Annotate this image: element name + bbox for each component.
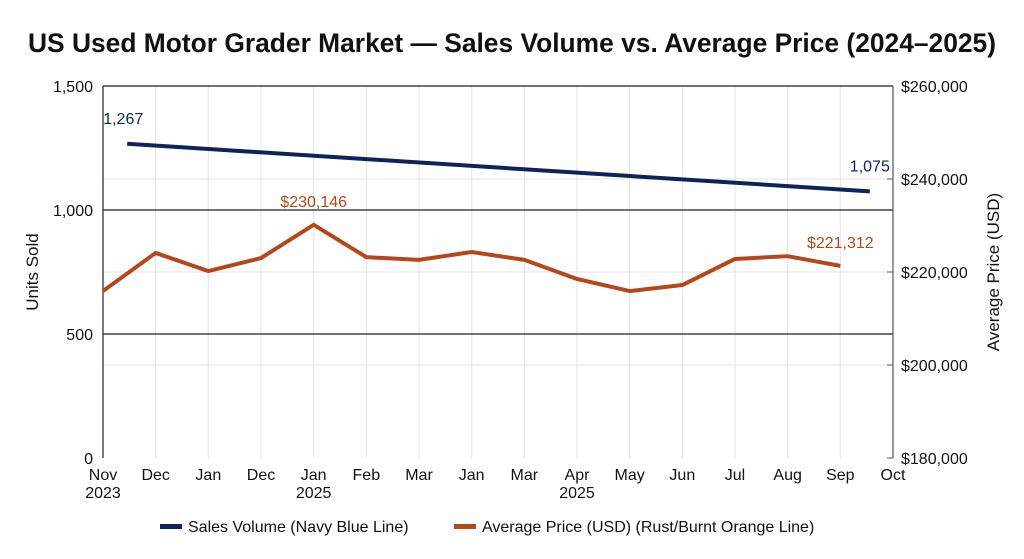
grid xyxy=(103,86,893,458)
y-tick-label-left: 1,500 xyxy=(53,79,93,96)
data-label: $230,146 xyxy=(280,194,347,211)
x-tick-label: Sep xyxy=(826,467,855,484)
y-tick-label-left: 0 xyxy=(84,451,93,468)
x-tick-month: Jun xyxy=(669,467,695,484)
x-tick-month: Jan xyxy=(459,467,485,484)
x-tick-label: May xyxy=(615,467,645,484)
y-axis-left-label: Units Sold xyxy=(23,233,42,310)
x-tick-label: Oct xyxy=(881,467,906,484)
y-tick-label-right: $200,000 xyxy=(901,358,968,375)
legend-swatch-sales xyxy=(160,524,182,529)
x-tick-month: Dec xyxy=(247,467,275,484)
x-tick-month: May xyxy=(615,467,645,484)
x-tick-year: 2025 xyxy=(559,485,595,502)
x-tick-year: 2023 xyxy=(85,485,121,502)
y-tick-label-right: $220,000 xyxy=(901,265,968,282)
x-tick-label: Dec xyxy=(141,467,169,484)
x-tick-label: Mar xyxy=(405,467,433,484)
y-tick-label-right: $240,000 xyxy=(901,172,968,189)
y-tick-label-left: 500 xyxy=(66,327,93,344)
legend-label-price: Average Price (USD) (Rust/Burnt Orange L… xyxy=(482,519,814,536)
legend-swatch-price xyxy=(454,524,476,529)
x-tick-month: Sep xyxy=(826,467,855,484)
x-tick-month: Nov xyxy=(89,467,117,484)
series-layer: 1,267 1,075 $230,146 $221,312 xyxy=(101,111,890,294)
y-axis-right-label: Average Price (USD) xyxy=(984,193,1003,351)
x-tick-label: Mar xyxy=(511,467,539,484)
x-tick-month: Aug xyxy=(773,467,801,484)
y-tick-label-left: 1,000 xyxy=(53,203,93,220)
x-tick-label: Jan xyxy=(195,467,221,484)
x-tick-label: Feb xyxy=(353,467,381,484)
x-tick-month: Mar xyxy=(511,467,539,484)
chart-title: US Used Motor Grader Market — Sales Volu… xyxy=(28,28,996,58)
y-tick-label-right: $180,000 xyxy=(901,451,968,468)
y-tick-label-right: $260,000 xyxy=(901,79,968,96)
x-tick-year: 2025 xyxy=(296,485,332,502)
x-tick-label: Aug xyxy=(773,467,801,484)
x-tick-month: Jan xyxy=(301,467,327,484)
x-tick-label: Apr 2025 xyxy=(559,467,595,502)
x-tick-month: Jul xyxy=(725,467,745,484)
x-tick-month: Apr xyxy=(565,467,591,484)
series-line-sales-volume xyxy=(127,141,870,194)
x-tick-month: Mar xyxy=(405,467,433,484)
x-tick-label: Jan 2025 xyxy=(296,467,332,502)
x-tick-month: Jan xyxy=(195,467,221,484)
x-tick-month: Feb xyxy=(353,467,381,484)
data-label: 1,267 xyxy=(103,111,143,128)
x-tick-month: Oct xyxy=(881,467,906,484)
data-label: $221,312 xyxy=(807,235,874,252)
x-tick-label: Jul xyxy=(725,467,745,484)
x-tick-label: Dec xyxy=(247,467,275,484)
x-tick-month: Dec xyxy=(141,467,169,484)
legend-label-sales: Sales Volume (Navy Blue Line) xyxy=(188,519,409,536)
x-tick-label: Nov 2023 xyxy=(85,467,121,502)
x-tick-label: Jan xyxy=(459,467,485,484)
data-label: 1,075 xyxy=(850,158,890,175)
x-tick-label: Jun xyxy=(669,467,695,484)
legend: Sales Volume (Navy Blue Line) Average Pr… xyxy=(160,519,814,536)
